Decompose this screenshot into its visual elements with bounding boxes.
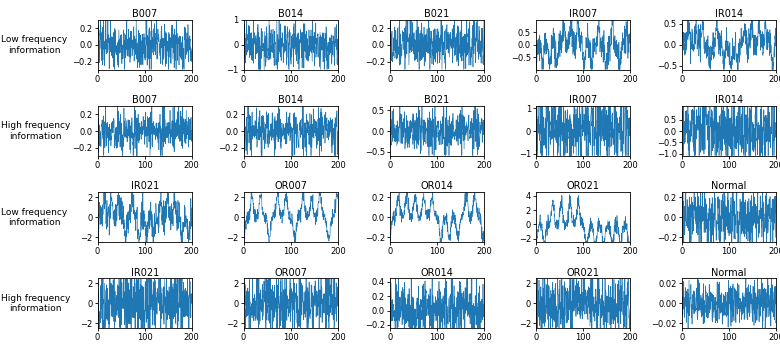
Title: B021: B021 (424, 95, 449, 105)
Title: Normal: Normal (711, 181, 746, 191)
Title: OR007: OR007 (275, 267, 307, 278)
Title: IR014: IR014 (715, 9, 743, 19)
Text: Low frequency
information: Low frequency information (1, 35, 67, 55)
Title: IR007: IR007 (569, 9, 597, 19)
Title: Normal: Normal (711, 267, 746, 278)
Title: IR021: IR021 (130, 181, 159, 191)
Title: B014: B014 (278, 9, 303, 19)
Title: B014: B014 (278, 95, 303, 105)
Title: OR007: OR007 (275, 181, 307, 191)
Text: Low frequency
information: Low frequency information (1, 208, 67, 227)
Title: IR014: IR014 (715, 95, 743, 105)
Title: OR014: OR014 (420, 181, 453, 191)
Text: High frequency
information: High frequency information (1, 121, 70, 141)
Title: B007: B007 (132, 9, 158, 19)
Title: IR021: IR021 (130, 267, 159, 278)
Title: OR021: OR021 (566, 267, 599, 278)
Title: IR007: IR007 (569, 95, 597, 105)
Title: OR014: OR014 (420, 267, 453, 278)
Title: OR021: OR021 (566, 181, 599, 191)
Title: B007: B007 (132, 95, 158, 105)
Text: High frequency
information: High frequency information (1, 294, 70, 313)
Title: B021: B021 (424, 9, 449, 19)
